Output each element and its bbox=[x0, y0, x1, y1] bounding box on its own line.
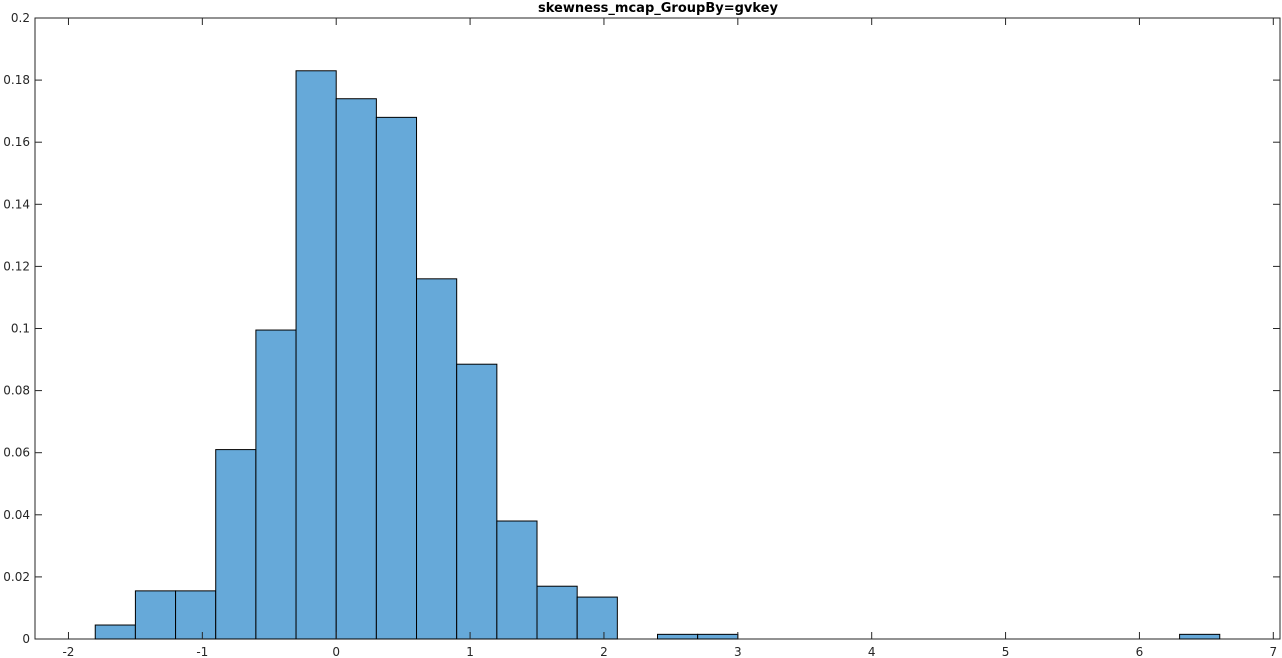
histogram-bar bbox=[375, 116, 418, 640]
y-tick-label: 0.12 bbox=[3, 259, 30, 273]
histogram-bar bbox=[536, 585, 578, 640]
histogram-bar bbox=[576, 596, 618, 640]
y-tick-label: 0 bbox=[22, 632, 30, 646]
y-tick-label: 0.08 bbox=[3, 384, 30, 398]
x-tick-label: 0 bbox=[332, 645, 340, 658]
histogram-bar bbox=[94, 624, 136, 640]
histogram-bar bbox=[416, 278, 458, 640]
histogram-bar bbox=[175, 590, 217, 640]
histogram-bar bbox=[456, 363, 498, 640]
y-tick-label: 0.04 bbox=[3, 508, 30, 522]
y-tick-label: 0.16 bbox=[3, 135, 30, 149]
x-tick-label: 1 bbox=[466, 645, 474, 658]
histogram-bar bbox=[255, 329, 297, 640]
histogram-bar bbox=[1179, 633, 1221, 640]
x-tick-label: -2 bbox=[62, 645, 74, 658]
y-axis: 0 0.02 0.04 0.06 0.08 0.1 0.12 0.14 0.16 0.18 0.2 bbox=[3, 11, 1280, 646]
y-tick-label: 0.06 bbox=[3, 446, 30, 460]
x-tick-label: 2 bbox=[600, 645, 608, 658]
histogram-bar bbox=[657, 633, 699, 640]
x-tick-label: 3 bbox=[734, 645, 742, 658]
histogram-bars bbox=[94, 70, 1221, 640]
histogram-bar bbox=[697, 633, 739, 640]
y-tick-label: 0.14 bbox=[3, 197, 30, 211]
x-tick-label: -1 bbox=[196, 645, 208, 658]
x-tick-label: 4 bbox=[868, 645, 876, 658]
x-tick-label: 6 bbox=[1136, 645, 1144, 658]
x-axis: -2 -1 0 1 2 3 4 5 6 7 bbox=[62, 18, 1277, 658]
histogram-bar bbox=[335, 98, 377, 640]
y-tick-label: 0.02 bbox=[3, 570, 30, 584]
chart-title: skewness_mcap_GroupBy=gvkey bbox=[538, 1, 778, 16]
y-tick-label: 0.1 bbox=[11, 322, 30, 336]
x-tick-label: 7 bbox=[1269, 645, 1277, 658]
histogram-bar bbox=[215, 449, 257, 640]
y-tick-label: 0.18 bbox=[3, 73, 30, 87]
y-tick-label: 0.2 bbox=[11, 11, 30, 25]
histogram-bar bbox=[496, 520, 538, 640]
histogram-bar bbox=[295, 70, 337, 640]
histogram-bar bbox=[134, 590, 177, 640]
x-tick-label: 5 bbox=[1002, 645, 1010, 658]
